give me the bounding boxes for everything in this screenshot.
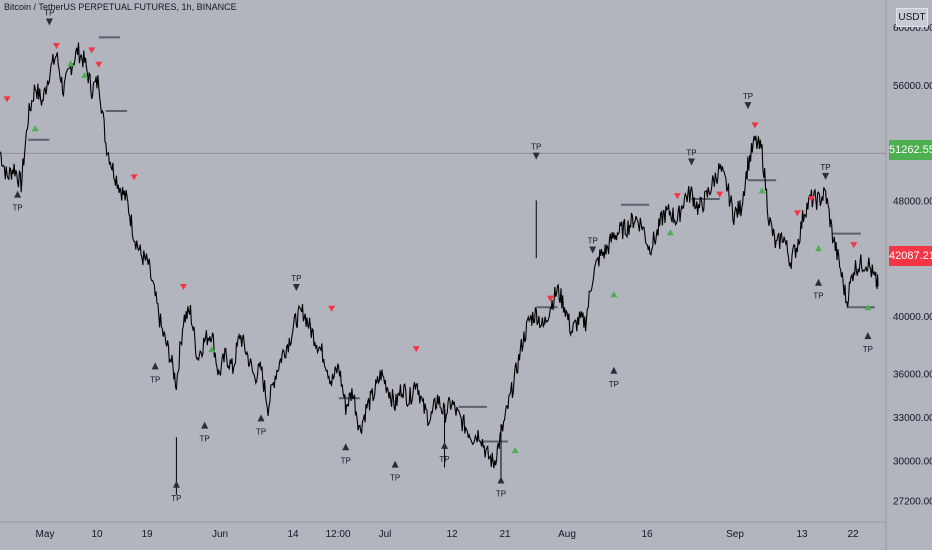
x-tick-label: Jun (212, 529, 228, 540)
tp-label: TP (813, 292, 823, 301)
x-tick-label: Jul (379, 529, 392, 540)
sell-signal-marker (3, 96, 11, 103)
time-axis: May 10 19 Jun 14 12:00 Jul 12 21 Aug 16 Sep 13 22 (0, 521, 886, 540)
signal-markers: TP TP TP TP TP TP TP TP TP TP TP TP TP TP TP TP TP TP TP (3, 8, 873, 503)
price-axis-panel (886, 0, 932, 550)
tp-up-marker (257, 414, 265, 422)
tp-up-marker (342, 443, 350, 451)
x-tick-label: May (36, 529, 55, 540)
tp-label: TP (496, 489, 506, 498)
tp-down-marker (687, 158, 695, 166)
tp-label: TP (439, 455, 449, 464)
tp-up-marker (441, 441, 449, 449)
tp-label: TP (390, 474, 400, 483)
tp-label: TP (171, 494, 181, 503)
sell-signal-marker (412, 346, 420, 353)
tp-label: TP (588, 237, 598, 246)
y-tick-label: 33000.00 (893, 413, 932, 424)
buy-signal-marker (208, 346, 216, 353)
tp-label: TP (44, 8, 54, 17)
sell-signal-marker (807, 195, 815, 202)
buy-signal-marker (814, 245, 822, 252)
tp-up-marker (151, 362, 159, 370)
x-tick-label: 22 (847, 529, 859, 540)
tp-up-marker (864, 332, 872, 340)
tp-label: TP (609, 380, 619, 389)
price-series (0, 42, 879, 495)
x-tick-label: 10 (91, 529, 103, 540)
buy-signal-marker (81, 71, 89, 78)
sell-signal-marker (130, 174, 138, 181)
tp-label: TP (200, 435, 210, 444)
sell-signal-marker (850, 242, 858, 249)
tp-down-marker (744, 102, 752, 110)
tp-down-marker (532, 152, 540, 160)
tp-up-marker (391, 460, 399, 468)
x-tick-label: 13 (796, 529, 808, 540)
tp-label: TP (743, 92, 753, 101)
sell-signal-marker (52, 42, 60, 49)
tp-up-marker (201, 421, 209, 429)
y-tick-label: 30000.00 (893, 456, 932, 467)
tp-up-marker (497, 476, 505, 484)
sell-signal-marker (673, 193, 681, 200)
tp-up-marker (172, 480, 180, 488)
price-axis: 27200.00 30000.00 33000.00 36000.00 40000.00… (885, 0, 932, 550)
buy-signal-marker (758, 187, 766, 194)
y-tick-label: 60000.00 (893, 23, 932, 34)
y-tick-label: 48000.00 (893, 196, 932, 207)
buy-signal-marker (864, 304, 872, 311)
x-tick-label: 12 (446, 529, 458, 540)
tp-down-marker (45, 18, 53, 26)
y-tick-label: 56000.00 (893, 81, 932, 92)
y-tick-label: 36000.00 (893, 370, 932, 381)
tp-down-marker (292, 284, 300, 292)
tp-label: TP (13, 204, 23, 213)
sell-signal-marker (716, 191, 724, 198)
buy-signal-marker (67, 60, 75, 67)
price-line-series (0, 42, 879, 469)
tp-label: TP (531, 143, 541, 152)
tp-up-marker (814, 278, 822, 286)
x-tick-label: 16 (641, 529, 653, 540)
last-price-label: 42087.21 (889, 246, 932, 266)
sell-signal-marker (328, 305, 336, 312)
y-tick-label: 40000.00 (893, 312, 932, 323)
buy-signal-marker (610, 291, 618, 298)
x-tick-label: 12:00 (325, 529, 350, 540)
x-tick-label: 14 (287, 529, 299, 540)
tp-label: TP (256, 427, 266, 436)
tp-up-marker (610, 366, 618, 374)
tp-label: TP (820, 163, 830, 172)
x-tick-label: Sep (726, 529, 744, 540)
tp-label: TP (863, 345, 873, 354)
tp-label: TP (291, 274, 301, 283)
price-line-label: 51262.55 (889, 140, 932, 160)
x-tick-label: 19 (141, 529, 153, 540)
tp-label: TP (686, 148, 696, 157)
sell-signal-marker (88, 47, 96, 54)
tp-down-marker (822, 172, 830, 180)
sell-signal-marker (793, 210, 801, 217)
currency-button[interactable]: USDT (896, 8, 928, 27)
buy-signal-marker (511, 447, 519, 454)
buy-signal-marker (31, 125, 39, 132)
y-tick-label: 27200.00 (893, 497, 932, 508)
level-lines (28, 36, 875, 443)
chart-title: Bitcoin / TetherUS PERPETUAL FUTURES, 1h… (4, 2, 237, 12)
sell-signal-marker (179, 284, 187, 291)
buy-signal-marker (666, 229, 674, 236)
sell-signal-marker (95, 61, 103, 68)
tp-up-marker (14, 190, 22, 198)
tp-label: TP (150, 375, 160, 384)
x-tick-label: Aug (558, 529, 576, 540)
tp-down-marker (589, 246, 597, 254)
sell-signal-marker (546, 295, 554, 302)
sell-signal-marker (751, 122, 759, 129)
x-tick-label: 21 (499, 529, 511, 540)
tp-label: TP (341, 456, 351, 465)
